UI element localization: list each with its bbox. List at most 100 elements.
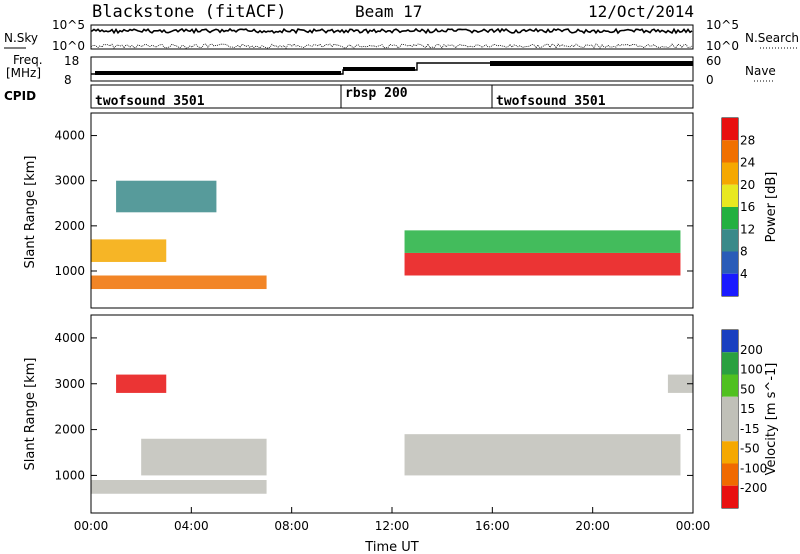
- power-panel-frame: [90, 112, 694, 309]
- colorbar-tick-label: 12: [740, 222, 755, 236]
- time-x-axis: 00:00 04:00 08:00 12:00 16:00 20:00 00:00: [74, 507, 711, 533]
- colorbar-segment: [722, 140, 738, 163]
- velocity-colorbar-ticks: 200 100 50 15 -15 -50 -100 -200: [740, 343, 767, 495]
- y-tick-label: 3000: [54, 174, 85, 188]
- echo-band: [141, 438, 267, 476]
- nsky-label: N.Sky: [4, 31, 38, 45]
- nave-tick-bottom: 0: [706, 73, 714, 87]
- colorbar-segment: [722, 162, 738, 185]
- x-tick-label: 12:00: [375, 519, 410, 533]
- cpid-panel-frame: [90, 84, 694, 109]
- nave-tick-top: 60: [706, 54, 721, 68]
- echo-band: [116, 180, 217, 213]
- echo-band: [91, 480, 267, 494]
- y-tick-label: 1000: [54, 264, 85, 278]
- colorbar-segment: [722, 184, 738, 207]
- cpid-segment-2: rbsp 200: [345, 86, 408, 101]
- echo-band: [404, 252, 681, 276]
- velocity-ylabel: Slant Range [km]: [23, 358, 38, 471]
- colorbar-segment: [722, 251, 738, 274]
- x-tick-label: 20:00: [575, 519, 610, 533]
- x-tick-label: 00:00: [74, 519, 109, 533]
- echo-band: [404, 434, 681, 476]
- date-title: 12/Oct/2014: [588, 2, 694, 21]
- nsky-tick-bottom: 10^0: [52, 39, 85, 53]
- velocity-colorbar-fill: [722, 330, 738, 508]
- freq-units: [MHz]: [6, 66, 41, 80]
- nave-bar-2: [343, 67, 415, 71]
- power-colorbar-label: Power [dB]: [764, 172, 779, 243]
- colorbar-segment: [722, 352, 738, 375]
- colorbar-segment: [722, 330, 738, 353]
- nsky-tick-top: 10^5: [52, 18, 85, 32]
- velocity-heatmap: [91, 374, 693, 494]
- nsearch-tick-top: 10^5: [706, 18, 739, 32]
- nsky-trace: [91, 27, 693, 35]
- nsearch-label: N.Search: [745, 31, 799, 45]
- y-tick-label: 3000: [54, 377, 85, 391]
- colorbar-segment: [722, 441, 738, 464]
- colorbar-segment: [722, 419, 738, 442]
- nave-bar-3: [490, 61, 693, 66]
- colorbar-tick-label: -100: [740, 461, 767, 475]
- velocity-colorbar-label: Velocity [m s^-1]: [764, 363, 779, 476]
- colorbar-tick-label: 50: [740, 382, 755, 396]
- x-axis-label: Time UT: [364, 540, 418, 554]
- colorbar-segment: [722, 207, 738, 230]
- freq-panel-frame: [90, 56, 694, 82]
- y-tick-label: 4000: [54, 331, 85, 345]
- cpid-segment-1: twofsound 3501: [95, 94, 205, 109]
- echo-band: [91, 275, 267, 290]
- x-tick-label: 00:00: [676, 519, 711, 533]
- colorbar-tick-label: 16: [740, 200, 755, 214]
- nsearch-tick-bottom: 10^0: [706, 39, 739, 53]
- power-ylabel: Slant Range [km]: [23, 156, 38, 269]
- colorbar-segment: [722, 374, 738, 397]
- power-heatmap: [91, 180, 681, 290]
- x-tick-label: 16:00: [475, 519, 510, 533]
- cpid-segment-3: twofsound 3501: [496, 94, 606, 109]
- stats-panel-frame: [90, 24, 694, 50]
- colorbar-tick-label: 28: [740, 133, 755, 147]
- velocity-y-axis: 1000 2000 3000 4000: [54, 331, 693, 482]
- colorbar-segment: [722, 463, 738, 486]
- y-tick-label: 2000: [54, 219, 85, 233]
- echo-band: [116, 374, 167, 393]
- echo-band: [91, 239, 167, 262]
- nave-bar-1: [95, 71, 341, 75]
- colorbar-tick-label: 4: [740, 267, 748, 281]
- power-colorbar-fill: [722, 118, 738, 296]
- colorbar-tick-label: 15: [740, 402, 755, 416]
- nave-label: Nave: [745, 64, 776, 78]
- colorbar-tick-label: 20: [740, 178, 755, 192]
- colorbar-tick-label: 100: [740, 363, 763, 377]
- colorbar-tick-label: -200: [740, 481, 767, 495]
- colorbar-tick-label: -50: [740, 442, 760, 456]
- y-tick-label: 4000: [54, 129, 85, 143]
- colorbar-tick-label: 8: [740, 245, 748, 259]
- colorbar-tick-label: 200: [740, 343, 763, 357]
- echo-band: [667, 374, 693, 393]
- x-tick-label: 04:00: [174, 519, 209, 533]
- freq-tick-bottom: 8: [64, 73, 72, 87]
- x-tick-label: 08:00: [274, 519, 309, 533]
- cpid-label: CPID: [4, 89, 36, 103]
- beam-title: Beam 17: [355, 2, 422, 21]
- power-y-axis: 1000 2000 3000 4000: [54, 129, 693, 278]
- nsearch-trace: [90, 43, 693, 49]
- colorbar-tick-label: 24: [740, 156, 755, 170]
- colorbar-segment: [722, 229, 738, 252]
- y-tick-label: 2000: [54, 423, 85, 437]
- power-colorbar-ticks: 28 24 20 16 12 8 4: [740, 133, 755, 281]
- echo-band: [404, 230, 681, 253]
- station-title: Blackstone (fitACF): [92, 2, 286, 22]
- colorbar-segment: [722, 485, 738, 508]
- colorbar-tick-label: -15: [740, 422, 760, 436]
- colorbar-segment: [722, 396, 738, 419]
- freq-tick-top: 18: [64, 54, 79, 68]
- colorbar-segment: [722, 273, 738, 296]
- y-tick-label: 1000: [54, 468, 85, 482]
- freq-label: Freq.: [13, 53, 43, 67]
- colorbar-segment: [722, 118, 738, 141]
